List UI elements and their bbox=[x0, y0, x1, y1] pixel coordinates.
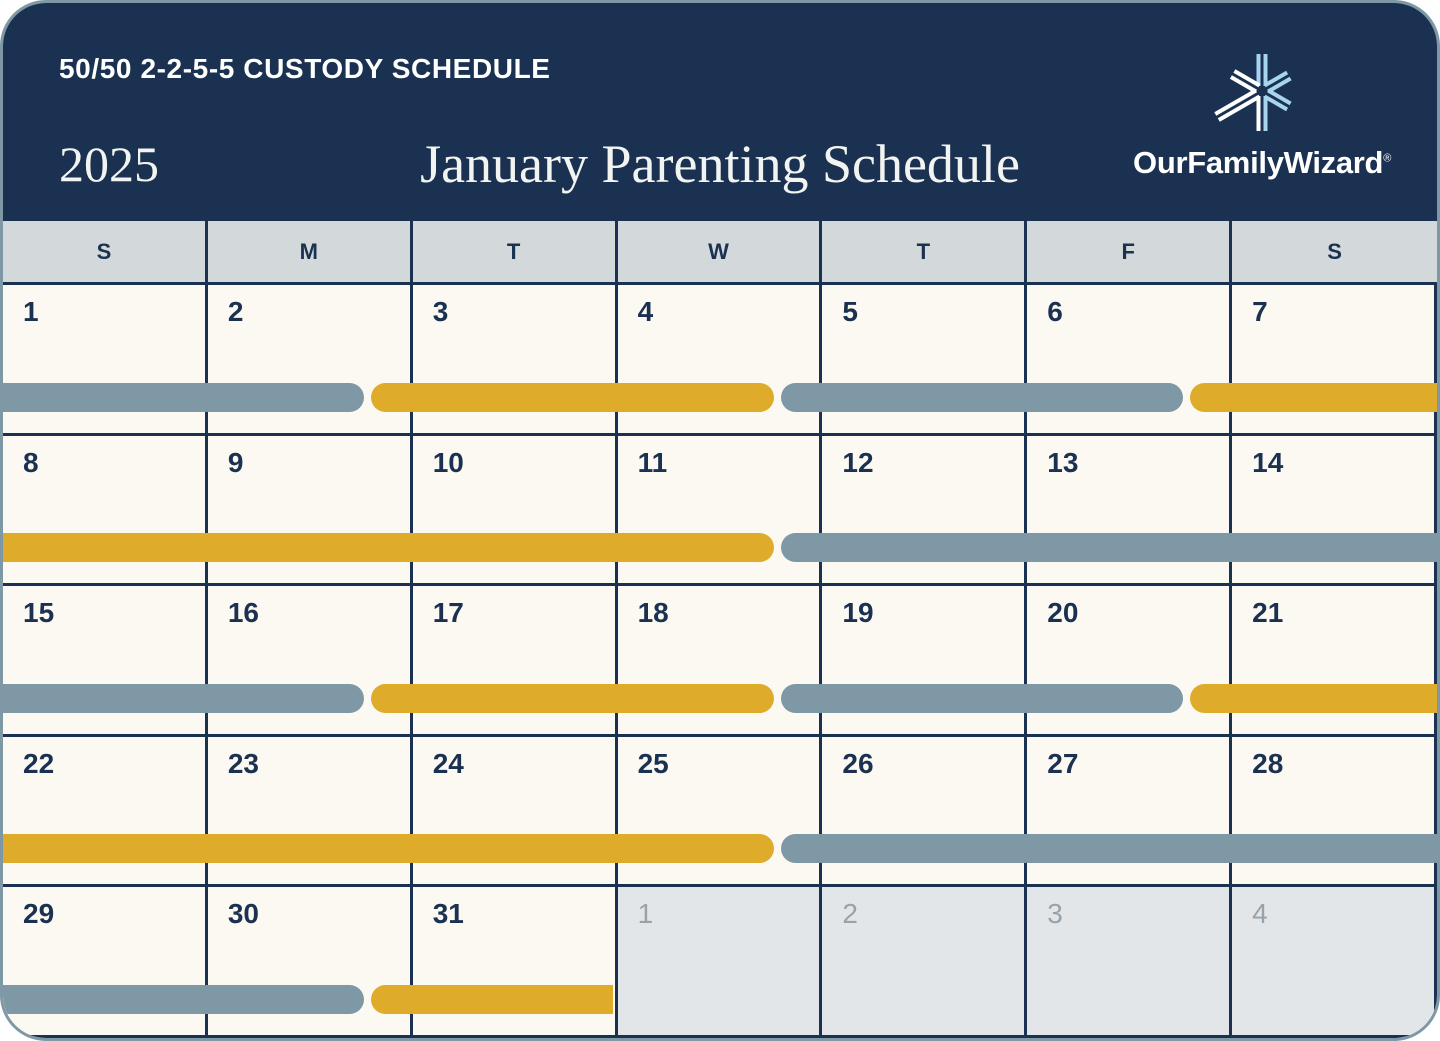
day-number: 20 bbox=[1047, 597, 1079, 629]
day-number: 25 bbox=[637, 747, 669, 779]
day-number: 7 bbox=[1252, 296, 1268, 327]
day-number: 1 bbox=[637, 898, 654, 930]
custody-bar-gold bbox=[3, 533, 774, 563]
day-number: 9 bbox=[227, 446, 244, 478]
day-number: 11 bbox=[637, 446, 668, 478]
brand-wordmark: OurFamilyWizard bbox=[1133, 145, 1384, 180]
day-number: 19 bbox=[842, 597, 874, 629]
week-row: 29 30 31 1 2 3 4 bbox=[3, 887, 1437, 1035]
day-number: 23 bbox=[227, 747, 259, 779]
schedule-type-title: 50/50 2-2-5-5 CUSTODY SCHEDULE bbox=[59, 53, 551, 84]
weekday-label: W bbox=[618, 221, 823, 282]
weekday-label: T bbox=[413, 221, 618, 282]
day-number: 3 bbox=[432, 296, 449, 327]
custody-bar-gold bbox=[1190, 382, 1437, 412]
custody-bar-gold bbox=[1190, 683, 1437, 713]
custody-bar-slate bbox=[780, 382, 1184, 412]
day-cell-next-month: 2 bbox=[822, 887, 1028, 1035]
page-title: January Parenting Schedule bbox=[420, 134, 1020, 194]
day-number: 12 bbox=[842, 446, 874, 478]
custody-bar-slate bbox=[780, 834, 1437, 864]
custody-bar-slate bbox=[780, 533, 1437, 563]
weekday-label: T bbox=[822, 221, 1028, 282]
day-number: 6 bbox=[1047, 296, 1063, 327]
custody-bar-slate bbox=[3, 683, 364, 713]
day-cell-next-month: 1 bbox=[617, 887, 823, 1035]
year-label: 2025 bbox=[59, 136, 159, 192]
day-number: 17 bbox=[432, 597, 464, 629]
day-number: 29 bbox=[23, 898, 55, 930]
brand-block: OurFamilyWizard® bbox=[1133, 47, 1391, 181]
day-number: 26 bbox=[842, 747, 874, 779]
day-number: 3 bbox=[1047, 898, 1063, 930]
week-row: 1 2 3 4 5 6 7 bbox=[3, 285, 1437, 436]
day-number: 13 bbox=[1047, 446, 1079, 478]
day-number: 31 bbox=[432, 898, 464, 930]
week-row: 15 16 17 18 19 20 21 bbox=[3, 586, 1437, 737]
day-number: 14 bbox=[1252, 446, 1284, 478]
custody-bar-gold bbox=[371, 984, 614, 1014]
calendar-header: 50/50 2-2-5-5 CUSTODY SCHEDULE 2025 Janu… bbox=[3, 3, 1437, 221]
day-number: 4 bbox=[1252, 898, 1268, 930]
custody-bar-gold bbox=[371, 382, 774, 412]
weekday-label: S bbox=[1327, 238, 1342, 264]
week-row: 22 23 24 25 26 27 28 bbox=[3, 736, 1437, 888]
weekday-label: S bbox=[3, 221, 208, 282]
day-number: 15 bbox=[23, 597, 55, 629]
day-number: 24 bbox=[432, 747, 464, 779]
calendar-grid: 1 2 3 4 5 6 7 8 9 10 11 12 13 14 15 16 17 18 19 20 21 22 23 24 2… bbox=[3, 285, 1437, 1038]
day-number: 16 bbox=[227, 597, 259, 629]
day-number: 30 bbox=[227, 898, 259, 930]
day-cell-next-month: 4 bbox=[1232, 887, 1437, 1035]
day-number: 1 bbox=[23, 296, 39, 327]
day-number: 28 bbox=[1252, 747, 1284, 779]
day-number: 4 bbox=[637, 296, 654, 327]
custody-bar-gold bbox=[371, 683, 774, 713]
custody-bar-gold bbox=[3, 834, 774, 864]
day-number: 27 bbox=[1047, 747, 1079, 779]
day-number: 18 bbox=[637, 597, 669, 629]
day-cell-next-month: 3 bbox=[1027, 887, 1233, 1035]
week-row: 8 9 10 11 12 13 14 bbox=[3, 435, 1437, 587]
custody-bar-slate bbox=[3, 382, 364, 412]
day-number: 8 bbox=[23, 446, 39, 478]
weekday-label: F bbox=[1027, 221, 1233, 282]
custody-bar-slate bbox=[780, 683, 1184, 713]
day-number: 5 bbox=[842, 296, 858, 327]
day-number: 2 bbox=[842, 898, 858, 930]
day-number: 10 bbox=[432, 446, 464, 478]
asterisk-logo-icon bbox=[1214, 54, 1292, 131]
weekday-label: M bbox=[208, 221, 413, 282]
registered-mark: ® bbox=[1383, 152, 1391, 165]
custody-bar-slate bbox=[3, 984, 364, 1014]
day-number: 2 bbox=[227, 296, 244, 327]
day-number: 22 bbox=[23, 747, 55, 779]
day-number: 21 bbox=[1252, 597, 1284, 629]
brand-name: OurFamilyWizard® bbox=[1133, 145, 1391, 181]
